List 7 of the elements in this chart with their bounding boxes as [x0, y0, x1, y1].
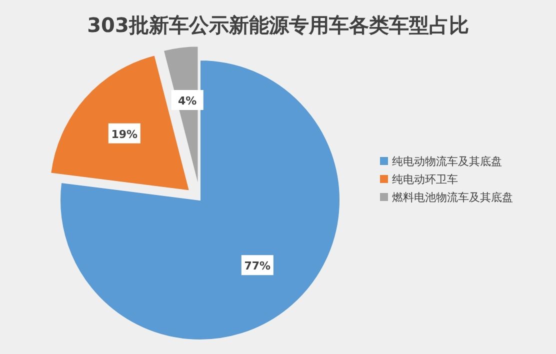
data-label: 19% — [111, 128, 138, 141]
chart-title: 303批新车公示新能源专用车各类车型占比 — [87, 13, 469, 37]
data-label: 4% — [178, 94, 197, 108]
data-label: 77% — [244, 260, 271, 273]
legend-label: 纯电动环卫车 — [392, 173, 458, 186]
legend-label: 纯电动物流车及其底盘 — [392, 155, 502, 168]
legend-label: 燃料电池物流车及其底盘 — [392, 191, 513, 204]
